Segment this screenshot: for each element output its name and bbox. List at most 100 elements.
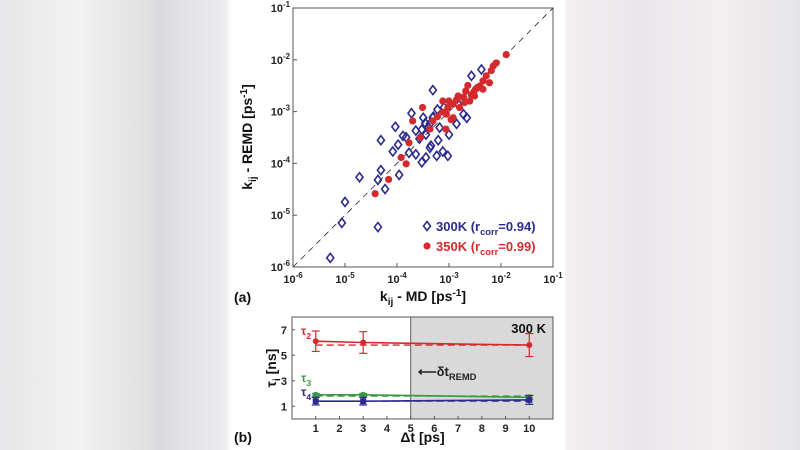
point-300k xyxy=(411,148,421,161)
data-point xyxy=(312,391,319,398)
y-axis-label-part: - REMD [ps xyxy=(239,98,255,177)
remd-timestep-annotation-part: δt xyxy=(437,364,450,379)
legend-label-300K-part: ) xyxy=(531,219,535,234)
series-label-3-part: 3 xyxy=(306,378,311,388)
panel-label-a: (a) xyxy=(234,289,251,305)
y-tick-label: 10-4 xyxy=(271,155,291,170)
point-350k xyxy=(397,153,405,162)
y-axis-label-part: τ xyxy=(263,380,279,387)
point-300k xyxy=(426,139,436,152)
x-tick-label-part: -6 xyxy=(296,271,304,280)
point-300k xyxy=(421,128,431,141)
x-tick-label: 5 xyxy=(408,423,414,435)
legend-label-350K-part: ) xyxy=(531,239,535,254)
point-350k xyxy=(429,117,437,125)
series-4 xyxy=(311,394,534,406)
point-350k xyxy=(479,85,487,93)
point-300k xyxy=(354,171,365,184)
series-label-2-part: τ xyxy=(301,324,307,338)
point-300k xyxy=(340,196,350,208)
y-axis-label-part: k xyxy=(239,182,255,190)
x-tick-label-part: -4 xyxy=(400,271,408,280)
legend-marker-350k xyxy=(423,242,431,250)
x-axis-label: Δt [ps] xyxy=(400,429,444,445)
x-tick-label: 4 xyxy=(384,423,391,435)
x-axis-label-part: ij xyxy=(388,297,394,308)
legend-marker-300k xyxy=(422,220,432,232)
y-tick-label-part: 10 xyxy=(271,262,283,274)
point-350k xyxy=(402,160,410,168)
point-300k xyxy=(376,134,386,147)
point-300k xyxy=(421,151,431,164)
point-350k xyxy=(456,103,464,112)
point-350k xyxy=(426,125,434,133)
point-350k xyxy=(482,72,490,80)
series-label-4: τ4 xyxy=(301,385,311,402)
point-350k xyxy=(442,110,450,118)
series-label-4-part: 4 xyxy=(306,392,311,402)
x-tick-label-part: 10 xyxy=(543,274,555,286)
point-350k xyxy=(416,133,424,141)
legend-label-300K-part: =0.94 xyxy=(498,219,532,234)
point-350k xyxy=(433,113,442,121)
y-axis-label-part: ij xyxy=(248,176,259,182)
x-tick-label: 10-4 xyxy=(387,271,407,286)
point-350k xyxy=(385,175,393,184)
point-300k xyxy=(380,183,390,195)
series-label-4-part: τ xyxy=(301,385,307,399)
x-tick-label: 2 xyxy=(336,423,342,435)
y-tick-label: 1 xyxy=(281,401,287,413)
point-350k xyxy=(409,117,417,125)
series-label-2: τ2 xyxy=(301,324,311,341)
x-tick-label-part: 10 xyxy=(335,274,347,286)
data-point xyxy=(312,398,319,405)
point-300k xyxy=(428,84,438,96)
y-tick-label: 10-6 xyxy=(271,259,291,274)
x-tick-label: 7 xyxy=(455,423,461,435)
point-350k xyxy=(439,97,447,105)
y-axis-label: kij - REMD [ps-1] xyxy=(239,84,259,190)
x-axis-label-part: -1 xyxy=(452,288,461,299)
x-tick-label: 9 xyxy=(502,423,508,435)
corner-label: 300 K xyxy=(511,321,546,336)
legend-label-300K-part: 300K ( xyxy=(436,219,476,234)
point-300k xyxy=(376,164,386,176)
point-300k xyxy=(393,138,403,151)
legend-label-300K-part: corr xyxy=(480,227,499,237)
x-tick-label: 1 xyxy=(313,423,319,435)
y-tick-label: 10-2 xyxy=(271,52,291,67)
point-300k xyxy=(462,111,472,124)
x-tick-label-part: -3 xyxy=(452,271,460,280)
data-point xyxy=(360,339,367,346)
point-300k xyxy=(432,150,442,162)
x-tick-label: 10-5 xyxy=(335,271,355,286)
point-350k xyxy=(418,103,427,112)
y-axis-label-part: ] xyxy=(239,84,255,89)
point-300k xyxy=(390,120,400,133)
y-tick-label: 10-1 xyxy=(271,0,291,15)
point-300k xyxy=(435,121,445,134)
point-300k xyxy=(388,145,398,158)
y-tick-label: 7 xyxy=(281,325,287,337)
remd-timestep-annotation-part: REMD xyxy=(449,372,477,382)
x-axis-label-part: ] xyxy=(461,288,466,304)
legend-label-350K: 350K (rcorr=0.99) xyxy=(436,239,536,257)
y-tick-label-part: -4 xyxy=(283,155,291,164)
y-tick-label-part: -6 xyxy=(283,259,291,268)
y-axis-label: τi [ns] xyxy=(263,349,283,388)
data-point xyxy=(360,398,367,405)
x-tick-label: 10 xyxy=(523,423,535,435)
y-tick-label-part: -2 xyxy=(283,52,291,61)
point-300k xyxy=(404,147,414,159)
point-350k xyxy=(492,59,500,67)
panel-label-b: (b) xyxy=(234,429,252,445)
point-300k xyxy=(373,221,383,233)
x-tick-label: 8 xyxy=(479,423,485,435)
series-label-2-part: 2 xyxy=(306,331,311,341)
x-axis-label-part: k xyxy=(380,288,388,304)
point-300k xyxy=(373,174,383,186)
point-300k xyxy=(438,145,448,158)
y-tick-label: 10-3 xyxy=(271,104,291,119)
point-350k xyxy=(447,116,455,124)
